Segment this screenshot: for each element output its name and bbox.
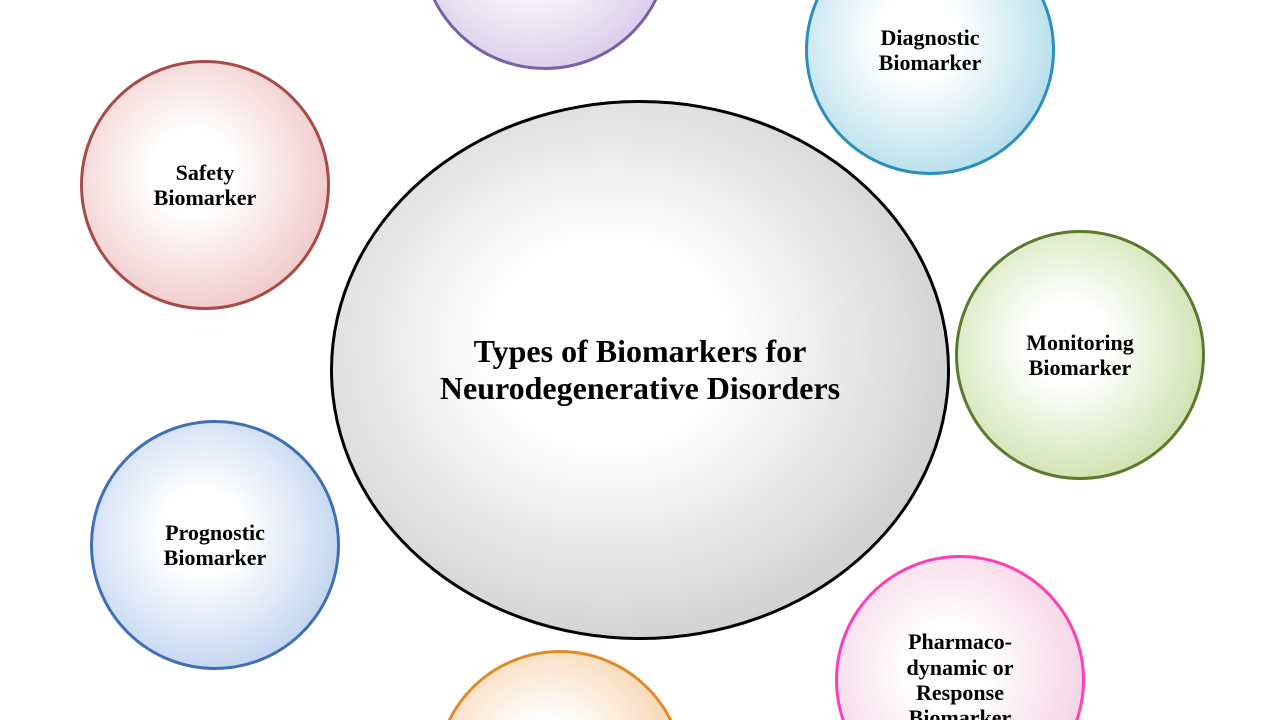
satellite-prognostic: Prognostic Biomarker	[90, 420, 340, 670]
satellite-label-diagnostic: Diagnostic Biomarker	[869, 25, 992, 76]
center-bubble: Types of Biomarkers for Neurodegenerativ…	[330, 100, 950, 640]
diagram-stage: Types of Biomarkers for Neurodegenerativ…	[0, 0, 1280, 720]
satellite-pharmaco: Pharmaco- dynamic or Response Biomarker	[835, 555, 1085, 720]
satellite-label-safety: Safety Biomarker	[144, 160, 267, 211]
satellite-orange-partial	[435, 650, 685, 720]
satellite-label-prognostic: Prognostic Biomarker	[154, 520, 277, 571]
satellite-monitoring: Monitoring Biomarker	[955, 230, 1205, 480]
satellite-diagnostic: Diagnostic Biomarker	[805, 0, 1055, 175]
satellite-label-pharmaco: Pharmaco- dynamic or Response Biomarker	[897, 629, 1024, 720]
satellite-safety: Safety Biomarker	[80, 60, 330, 310]
satellite-purple-partial	[420, 0, 670, 70]
center-label: Types of Biomarkers for Neurodegenerativ…	[430, 333, 850, 407]
satellite-label-monitoring: Monitoring Biomarker	[1016, 330, 1144, 381]
